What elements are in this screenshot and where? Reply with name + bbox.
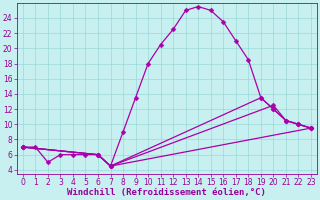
X-axis label: Windchill (Refroidissement éolien,°C): Windchill (Refroidissement éolien,°C): [68, 188, 266, 197]
